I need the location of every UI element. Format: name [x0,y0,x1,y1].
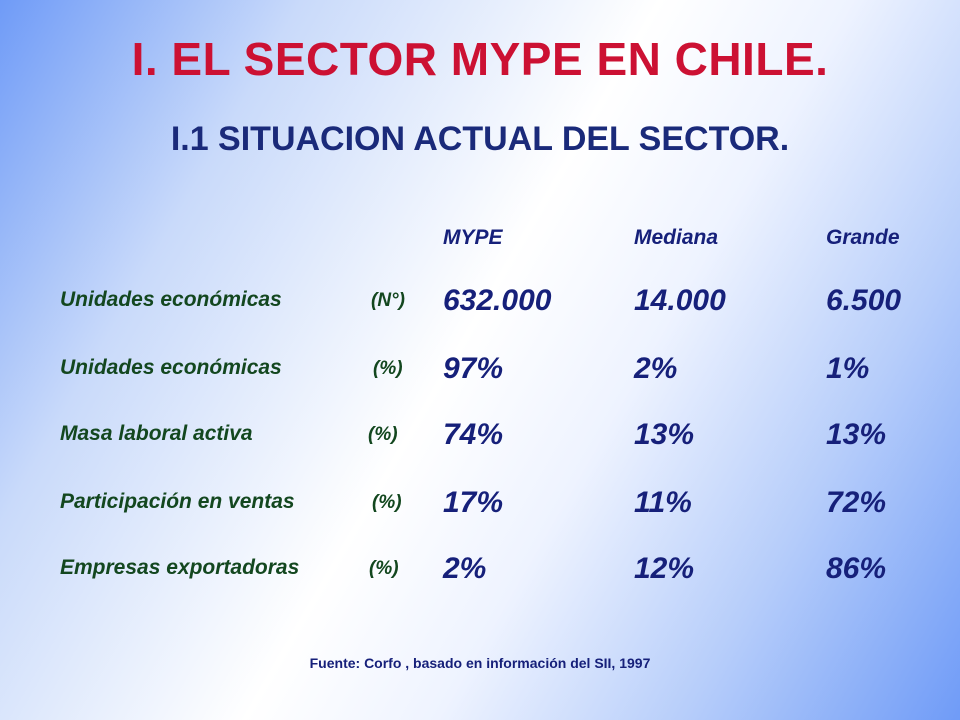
value-grande: 13% [826,418,887,451]
table-row: Unidades económicas (%) 97% 2% 1% [0,352,960,392]
table-row: Empresas exportadoras (%) 2% 12% 86% [0,552,960,592]
source-note: Fuente: Corfo , basado en información de… [309,655,651,671]
row-unit: (%) [373,358,403,379]
value-mediana: 2% [634,352,678,385]
column-header-mype: MYPE [443,226,503,249]
table-row: Masa laboral activa (%) 74% 13% 13% [0,418,960,458]
value-mype: 74% [443,418,504,451]
row-unit: (%) [368,424,398,445]
slide-title: I. EL SECTOR MYPE EN CHILE. [131,33,829,85]
row-unit: (N°) [371,290,405,311]
row-label: Participación en ventas [60,490,295,513]
row-unit: (%) [369,558,399,579]
value-grande: 1% [826,352,870,385]
row-label: Unidades económicas [60,288,282,311]
value-mediana: 12% [634,552,695,585]
value-grande: 72% [826,486,887,519]
value-mype: 2% [443,552,487,585]
value-grande: 86% [826,552,887,585]
value-mediana: 14.000 [634,284,726,317]
value-mediana: 11% [634,486,692,519]
value-mype: 17% [443,486,504,519]
column-header-mediana: Mediana [634,226,719,249]
row-unit: (%) [372,492,402,513]
row-label: Empresas exportadoras [60,556,300,579]
value-grande: 6.500 [826,284,902,317]
slide-subtitle: I.1 SITUACION ACTUAL DEL SECTOR. [170,120,790,158]
row-label: Unidades económicas [60,356,282,379]
value-mediana: 13% [634,418,695,451]
value-mype: 97% [443,352,504,385]
column-header-grande: Grande [826,226,900,249]
table-row: Unidades económicas (N°) 632.000 14.000 … [0,284,960,324]
value-mype: 632.000 [443,284,552,317]
table-row: Participación en ventas (%) 17% 11% 72% [0,486,960,526]
row-label: Masa laboral activa [60,422,253,445]
